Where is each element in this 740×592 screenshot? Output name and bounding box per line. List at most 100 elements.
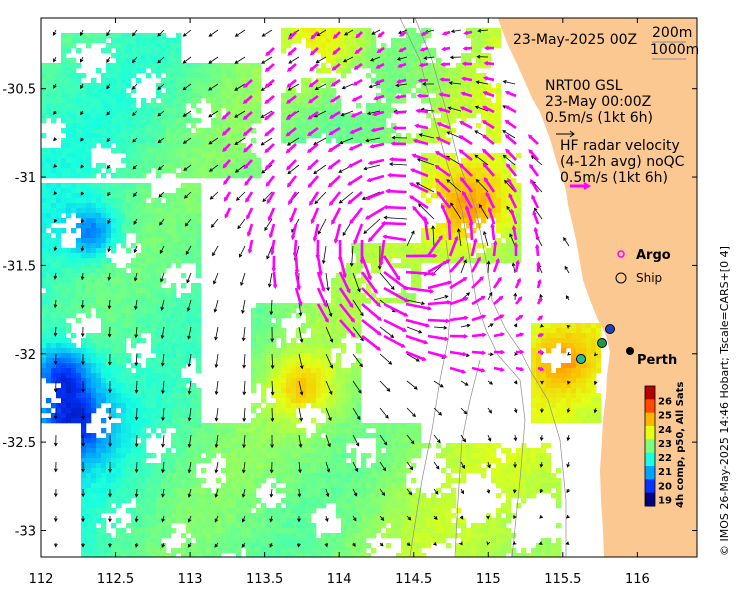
sst-pixel [256,458,262,464]
sst-pixel [171,58,177,64]
sst-pixel [196,98,202,104]
sst-pixel [301,453,307,459]
sst-pixel [76,48,82,54]
sst-pixel [281,348,287,354]
sst-pixel [461,463,467,469]
sst-pixel [106,123,112,129]
sst-pixel [196,158,202,164]
sst-pixel [326,33,332,39]
sst-pixel [401,68,407,74]
sst-pixel [121,453,127,459]
sst-pixel [126,168,132,174]
sst-pixel [86,103,92,109]
sst-pixel [346,43,352,49]
sst-pixel [41,118,47,124]
sst-pixel [156,53,162,59]
sst-pixel [41,253,47,259]
sst-pixel [101,123,107,129]
sst-pixel [266,318,272,324]
sst-pixel [316,43,322,49]
sst-pixel [211,108,217,114]
sst-pixel [141,473,147,479]
sst-pixel [126,133,132,139]
sst-pixel [71,98,77,104]
sst-pixel [86,383,92,389]
sst-pixel [101,73,107,79]
sst-pixel [316,388,322,394]
sst-pixel [161,78,167,84]
sst-pixel [496,443,502,449]
sst-pixel [166,228,172,234]
sst-pixel [181,313,187,319]
sst-pixel [111,473,117,479]
sst-pixel [186,168,192,174]
sst-pixel [176,83,182,89]
sst-pixel [396,53,402,59]
sst-pixel [226,93,232,99]
sst-pixel [291,403,297,409]
sst-pixel [331,418,337,424]
sst-pixel [491,193,497,199]
sst-pixel [416,243,422,249]
sst-pixel [56,308,62,314]
sst-pixel [491,183,497,189]
sst-pixel [196,223,202,229]
sst-pixel [401,443,407,449]
sst-pixel [136,158,142,164]
sst-pixel [196,438,202,444]
sst-pixel [216,78,222,84]
sst-pixel [196,288,202,294]
sst-pixel [336,323,342,329]
sst-pixel [186,473,192,479]
sst-pixel [166,238,172,244]
sst-pixel [531,388,537,394]
sst-pixel [156,163,162,169]
sst-pixel [336,288,342,294]
sst-pixel [71,298,77,304]
sst-pixel [46,168,52,174]
sst-pixel [486,113,492,119]
sst-pixel [61,63,67,69]
sst-pixel [516,153,522,159]
sst-pixel [186,118,192,124]
sst-pixel [216,103,222,109]
sst-pixel [456,73,462,79]
sst-pixel [41,278,47,284]
sst-pixel [46,353,52,359]
sst-pixel [556,413,562,419]
sst-pixel [196,403,202,409]
sst-pixel [111,228,117,234]
sst-pixel [271,388,277,394]
sst-pixel [341,33,347,39]
sst-pixel [476,463,482,469]
sst-pixel [141,378,147,384]
sst-pixel [186,138,192,144]
sst-pixel [291,408,297,414]
sst-pixel [486,463,492,469]
sst-pixel [156,203,162,209]
sst-pixel [51,278,57,284]
sst-pixel [196,328,202,334]
sst-pixel [351,278,357,284]
sst-pixel [126,378,132,384]
sst-pixel [491,453,497,459]
sst-pixel [246,173,252,179]
sst-pixel [151,308,157,314]
sst-pixel [266,458,272,464]
sst-pixel [201,433,207,439]
sst-pixel [481,203,487,209]
sst-pixel [406,433,412,439]
sst-pixel [146,183,152,189]
sst-pixel [481,243,487,249]
sst-pixel [126,208,132,214]
sst-pixel [191,158,197,164]
sst-pixel [341,38,347,44]
sst-pixel [366,43,372,49]
sst-pixel [426,53,432,59]
sst-pixel [71,203,77,209]
sst-pixel [106,448,112,454]
sst-pixel [346,68,352,74]
sst-pixel [431,168,437,174]
sst-pixel [241,128,247,134]
sst-pixel [441,448,447,454]
